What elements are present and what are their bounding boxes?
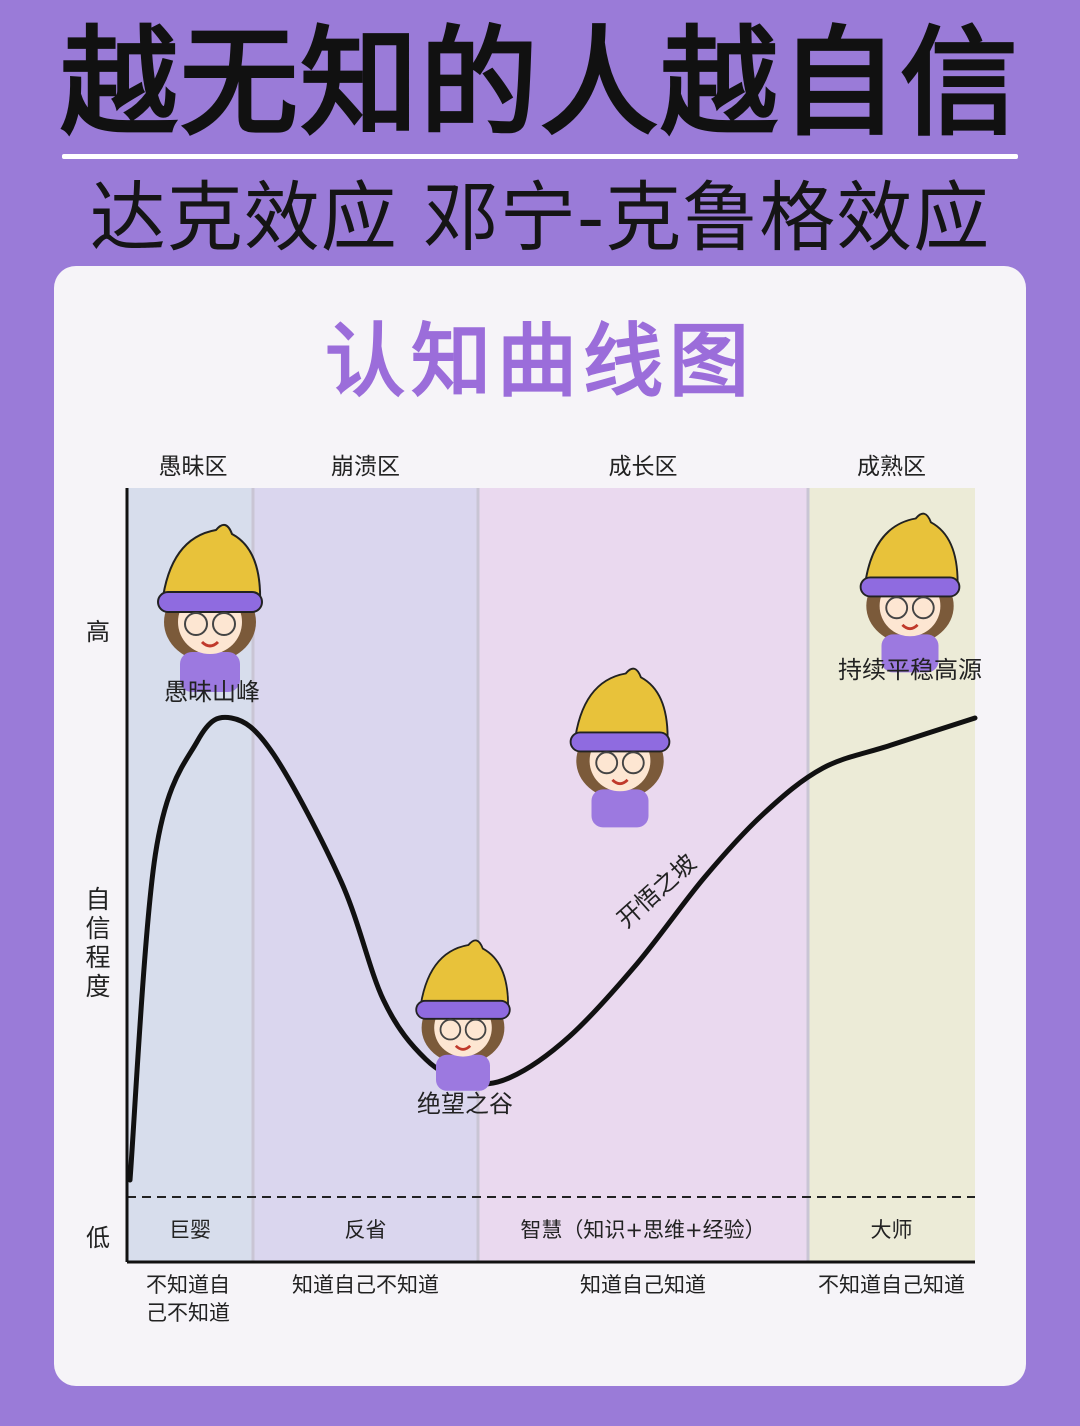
awareness-label: 不知道自 <box>146 1273 230 1297</box>
zone-label: 崩溃区 <box>331 454 400 480</box>
zone-label: 愚昧区 <box>159 454 228 480</box>
girl-figure-plateau <box>859 512 961 673</box>
awareness-label: 知道自己知道 <box>580 1273 706 1297</box>
stage-label: 智慧（知识+思维+经验） <box>520 1218 765 1242</box>
page-subtitle: 达克效应 邓宁-克鲁格效应 <box>89 173 991 262</box>
awareness-label: 知道自己不知道 <box>292 1273 439 1297</box>
annotation-valley: 绝望之谷 <box>417 1090 513 1118</box>
y-tick-low: 低 <box>86 1224 110 1252</box>
girl-figure-valley <box>415 939 511 1091</box>
page-title: 越无知的人越自信 <box>59 14 1020 152</box>
stage-label: 巨婴 <box>169 1218 211 1242</box>
zone-label: 成熟区 <box>857 454 926 480</box>
zone-bg-3 <box>478 488 808 1262</box>
y-axis-label: 自信程度 <box>85 885 110 1001</box>
awareness-label: 己不知道 <box>146 1301 230 1325</box>
awareness-label: 不知道自己知道 <box>818 1273 965 1297</box>
girl-figure-peak <box>157 523 263 692</box>
chart-title: 认知曲线图 <box>325 315 755 408</box>
title-divider <box>62 154 1018 159</box>
girl-figure-slope <box>569 667 671 828</box>
y-tick-high: 高 <box>86 618 110 646</box>
zone-label: 成长区 <box>609 454 678 480</box>
stage-label: 反省 <box>345 1218 387 1242</box>
zone-bg-2 <box>253 488 478 1262</box>
annotation-plateau: 持续平稳高源 <box>838 656 982 684</box>
annotation-peak: 愚昧山峰 <box>164 678 260 706</box>
stage-label: 大师 <box>871 1218 913 1242</box>
